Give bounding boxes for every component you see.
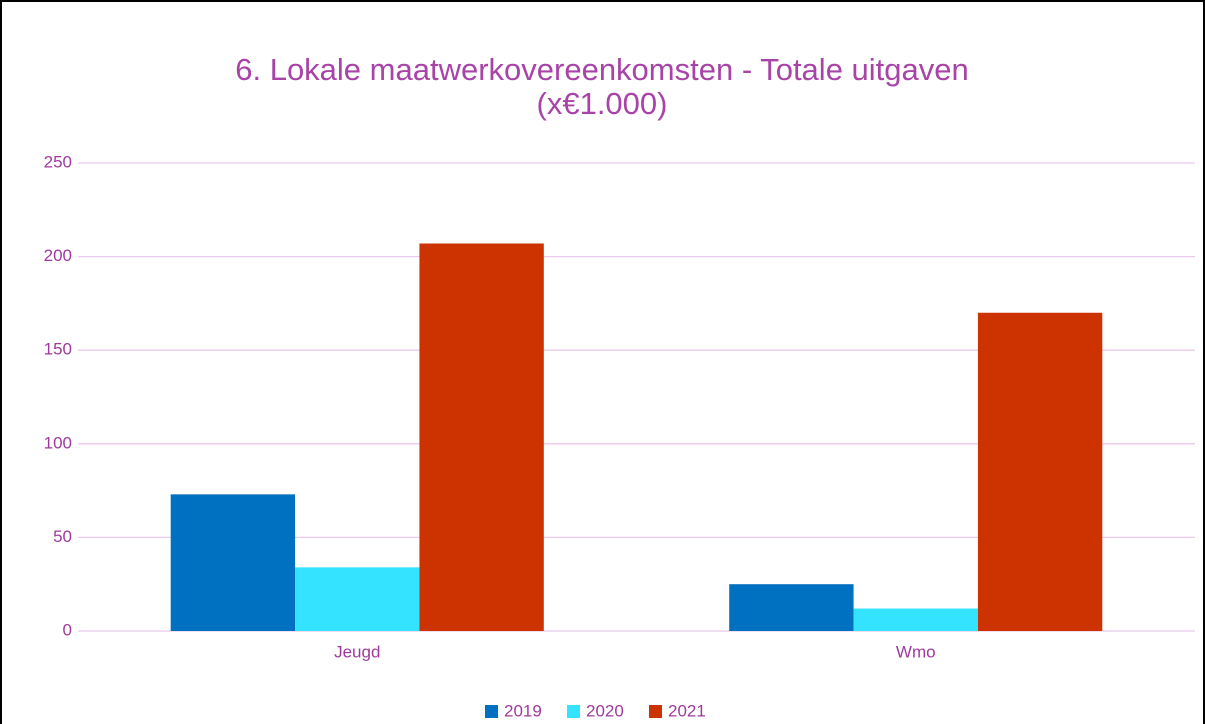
y-tick-label: 50: [53, 527, 72, 546]
bar: [977, 312, 1103, 631]
legend-label: 2021: [668, 701, 706, 720]
legend-swatch: [485, 705, 498, 718]
bar: [170, 494, 296, 631]
y-tick-label: 150: [44, 340, 72, 359]
bar: [295, 567, 420, 631]
x-tick-label: Wmo: [896, 642, 936, 661]
bar: [729, 584, 854, 631]
y-tick-label: 250: [44, 152, 72, 171]
y-tick-label: 0: [63, 620, 72, 639]
legend-swatch: [649, 705, 662, 718]
legend-swatch: [567, 705, 580, 718]
bar: [419, 243, 544, 631]
chart-title: 6. Lokale maatwerkovereenkomsten - Total…: [235, 52, 969, 87]
y-tick-label: 200: [44, 246, 72, 265]
bar: [853, 608, 978, 631]
legend-label: 2020: [586, 701, 624, 720]
x-tick-label: Jeugd: [334, 642, 380, 661]
chart-title: (x€1.000): [537, 86, 668, 121]
y-tick-label: 100: [44, 433, 72, 452]
legend-label: 2019: [504, 701, 542, 720]
